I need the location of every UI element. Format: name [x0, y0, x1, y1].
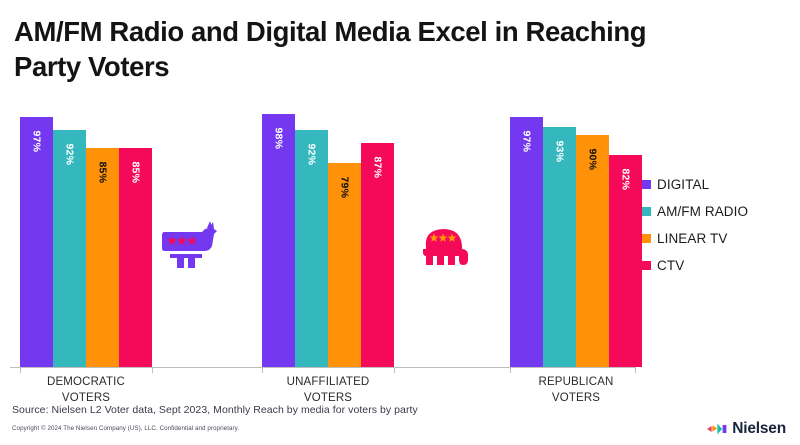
bar-group: 98% 92% 79% 87%	[262, 110, 394, 367]
legend-item[interactable]: AM/FM RADIO	[642, 198, 748, 225]
bar-linear-tv-democratic[interactable]: 85%	[86, 147, 119, 367]
legend-label: LINEAR TV	[657, 231, 728, 246]
bar-linear-tv-republican[interactable]: 90%	[576, 134, 609, 367]
legend-swatch-linear-tv	[642, 234, 651, 243]
legend-swatch-digital	[642, 180, 651, 189]
nielsen-logo: Nielsen	[707, 420, 786, 438]
category-label-line: REPUBLICAN	[538, 376, 614, 388]
category-label-line: VOTERS	[551, 392, 601, 405]
democrat-donkey-icon	[162, 221, 217, 268]
x-axis-tick	[394, 368, 395, 373]
x-axis-tick	[152, 368, 153, 373]
grouped-bar-chart: 97% 92% 85% 85% 98% 92% 79% 87% 97% 93% 90% 82%	[10, 110, 642, 373]
x-axis-tick	[635, 368, 636, 373]
legend-item[interactable]: LINEAR TV	[642, 225, 748, 252]
bar-ctv-republican[interactable]: 82%	[609, 155, 642, 367]
bar-am-fm-radio-democratic[interactable]: 92%	[53, 129, 86, 367]
bar-linear-tv-unaffiliated[interactable]: 79%	[328, 163, 361, 367]
category-label: REPUBLICAN VOTERS	[496, 374, 656, 407]
x-axis-tick	[262, 368, 263, 373]
bar-group: 97% 93% 90% 82%	[510, 110, 642, 367]
bar-digital-republican[interactable]: 97%	[510, 116, 543, 367]
x-axis-tick	[20, 368, 21, 373]
legend-swatch-ctv	[642, 261, 651, 270]
legend-item[interactable]: CTV	[642, 252, 748, 279]
bar-value-label: 87%	[371, 156, 384, 178]
bar-digital-democratic[interactable]: 97%	[20, 116, 53, 367]
legend-label: DIGITAL	[657, 177, 710, 192]
republican-elephant-icon	[423, 229, 468, 265]
category-label-line: VOTERS	[61, 392, 111, 405]
bar-digital-unaffiliated[interactable]: 98%	[262, 114, 295, 367]
legend-label: CTV	[657, 258, 685, 273]
brand-name: Nielsen	[732, 420, 786, 437]
bar-ctv-unaffiliated[interactable]: 87%	[361, 142, 394, 367]
category-label-line: DEMOCRATIC	[47, 376, 125, 388]
bar-am-fm-radio-unaffiliated[interactable]: 92%	[295, 129, 328, 367]
x-axis-tick	[510, 368, 511, 373]
source-note: Source: Nielsen L2 Voter data, Sept 2023…	[12, 404, 418, 416]
page-title: AM/FM Radio and Digital Media Excel in R…	[14, 16, 647, 83]
nielsen-triangles-icon	[707, 423, 727, 435]
category-label-line: UNAFFILIATED	[286, 376, 370, 388]
category-label: UNAFFILIATED VOTERS	[248, 374, 408, 407]
bar-am-fm-radio-republican[interactable]: 93%	[543, 127, 576, 367]
chart-plot-area: 97% 92% 85% 85% 98% 92% 79% 87% 97% 93% 90% 82%	[10, 110, 642, 373]
bar-value-label: 85%	[129, 161, 142, 183]
legend-item[interactable]: DIGITAL	[642, 171, 748, 198]
x-axis-line	[10, 367, 636, 368]
category-label: DEMOCRATIC VOTERS	[6, 374, 166, 407]
bar-value-label: 92%	[305, 143, 318, 165]
bar-value-label: 82%	[619, 168, 632, 191]
copyright-note: Copyright © 2024 The Nielsen Company (US…	[12, 425, 240, 432]
category-label-line: VOTERS	[303, 392, 353, 405]
legend-label: AM/FM RADIO	[657, 204, 749, 219]
bar-ctv-democratic[interactable]: 85%	[119, 147, 152, 367]
chart-legend: DIGITAL AM/FM RADIO LINEAR TV CTV	[642, 171, 748, 279]
legend-swatch-amfm-radio	[642, 207, 651, 216]
bar-group: 97% 92% 85% 85%	[20, 110, 152, 367]
